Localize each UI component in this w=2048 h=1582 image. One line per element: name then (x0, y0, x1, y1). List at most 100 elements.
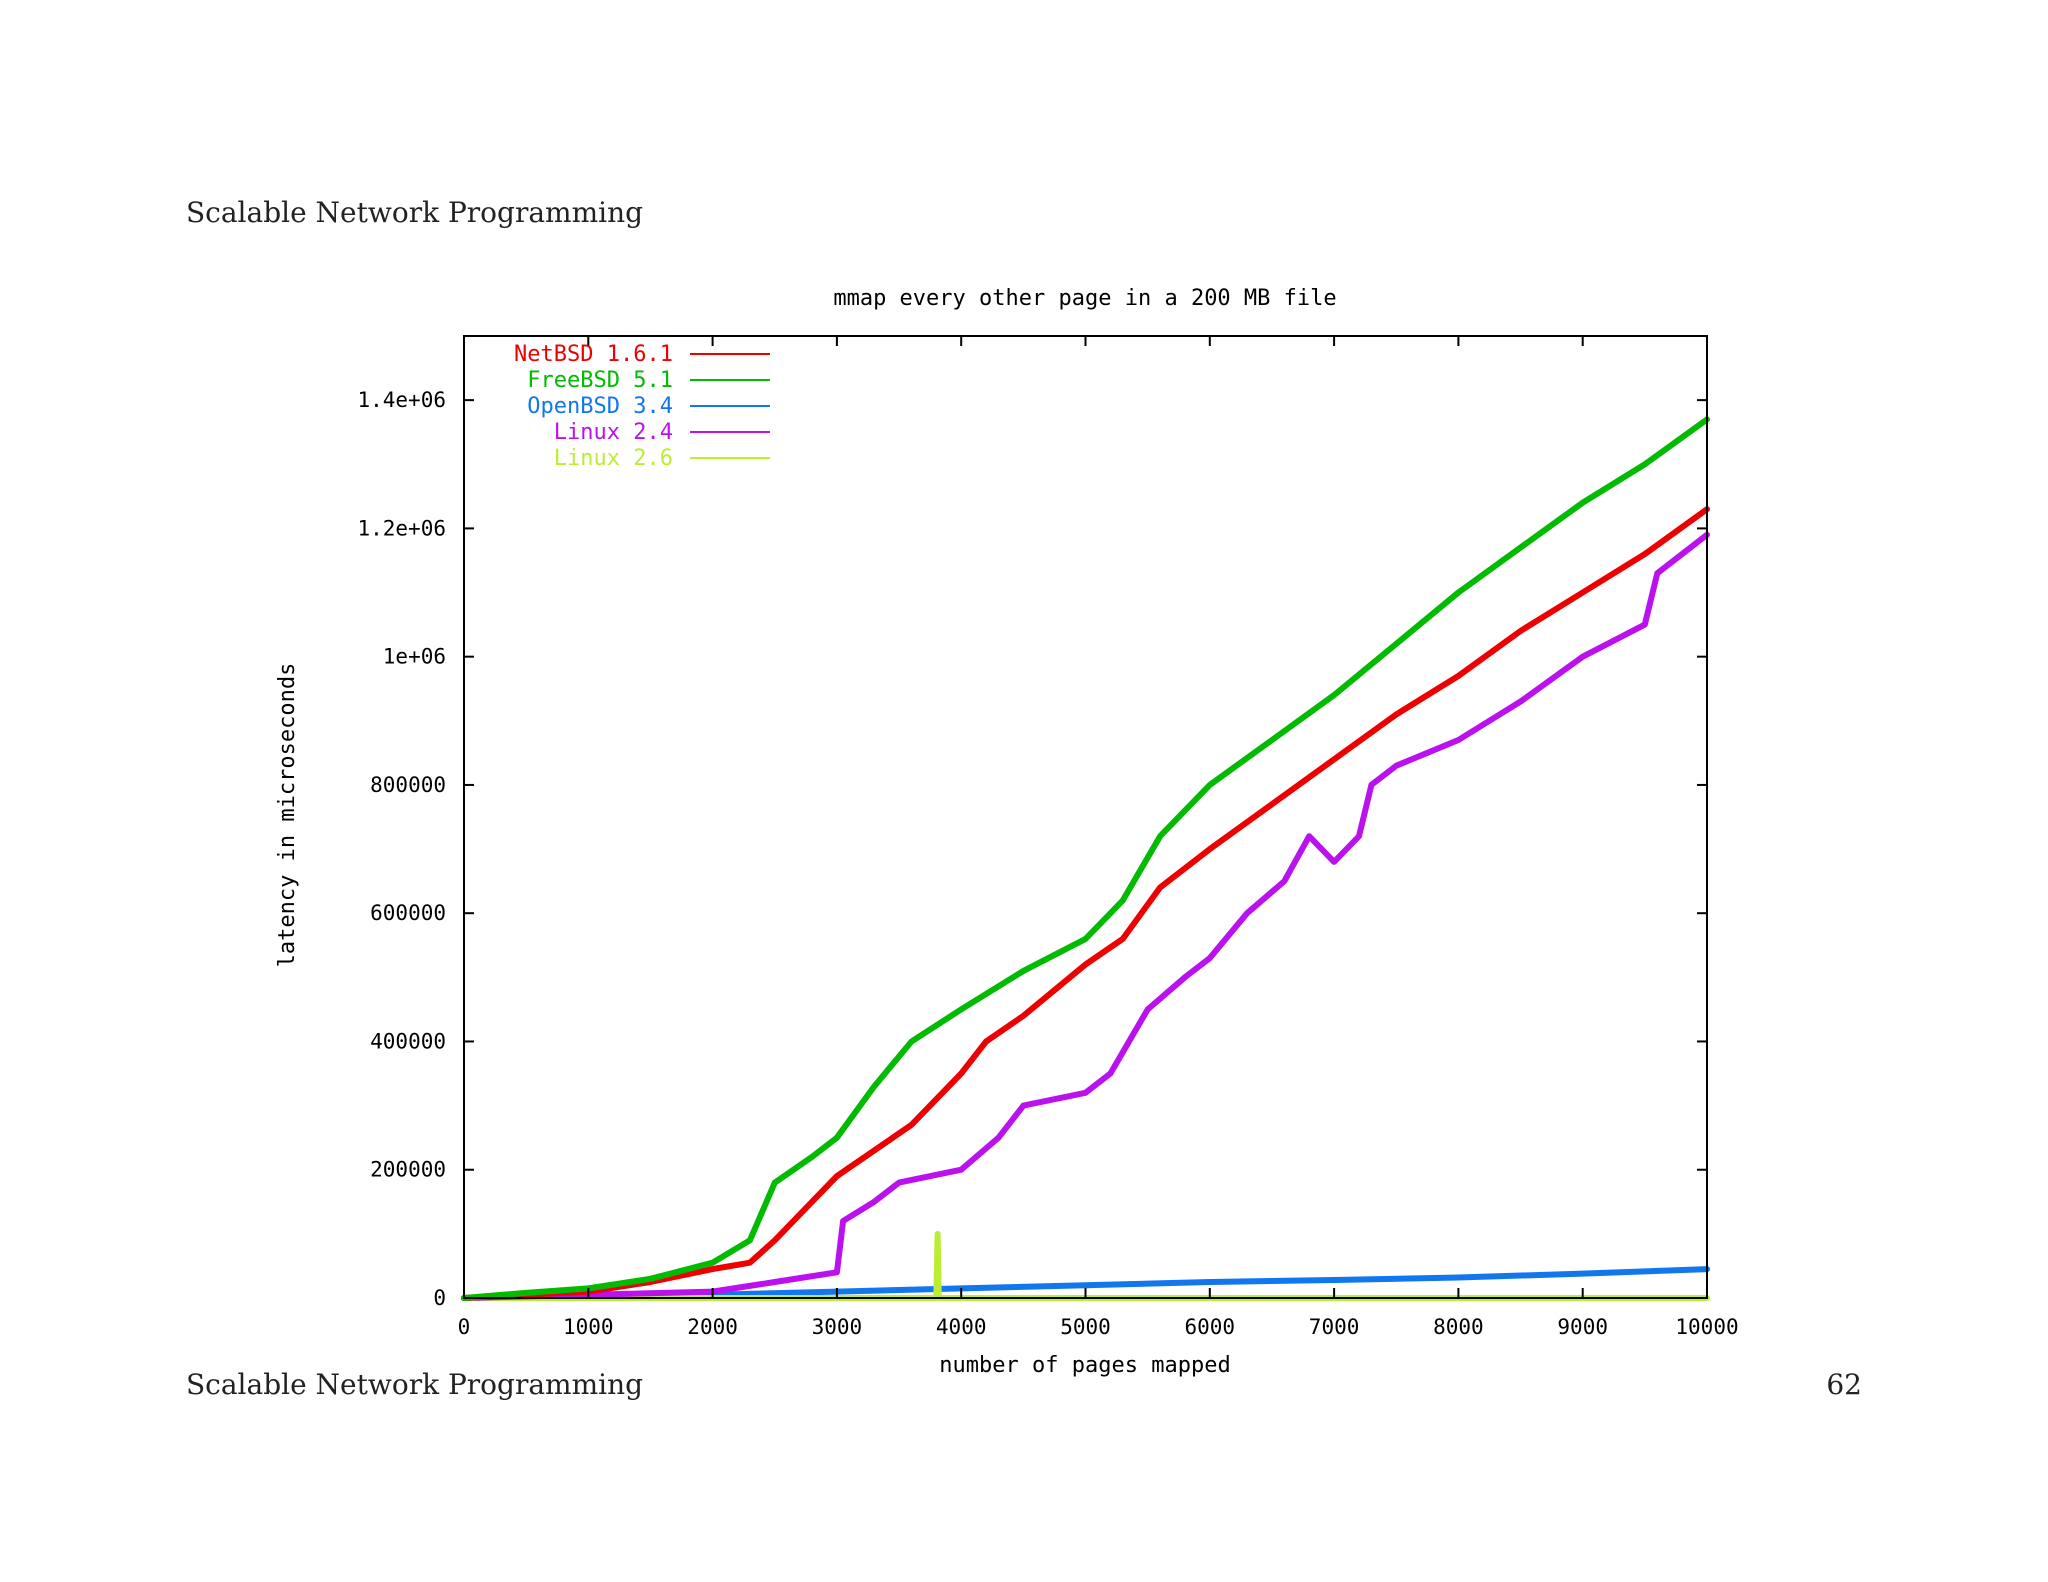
plot-frame (463, 335, 1708, 1299)
x-tick-label: 5000 (1060, 1315, 1111, 1339)
data-point-freebsd (648, 1276, 653, 1281)
data-point-freebsd (810, 1154, 814, 1159)
data-point-netbsd (1518, 629, 1523, 633)
data-point-netbsd (1270, 802, 1274, 807)
data-point-netbsd (834, 1174, 839, 1179)
data-point-openbsd (1207, 1280, 1212, 1284)
data-point-linux24 (996, 1135, 1001, 1140)
data-point-linux24 (1394, 763, 1399, 768)
data-point-netbsd (1394, 712, 1399, 717)
data-point-freebsd (909, 1039, 914, 1044)
data-point-freebsd (1158, 834, 1163, 839)
data-point-linux24 (1655, 571, 1660, 576)
data-point-freebsd (747, 1238, 752, 1243)
y-tick-label: 600000 (370, 901, 446, 925)
y-axis-label: latency in microseconds (275, 663, 300, 968)
x-axis-label: number of pages mapped (939, 1353, 1230, 1378)
x-tick-label: 4000 (936, 1315, 987, 1339)
data-point-netbsd (1021, 1013, 1026, 1018)
data-point-linux24 (872, 1199, 877, 1204)
data-point-freebsd (872, 1084, 877, 1089)
legend-label: NetBSD 1.6.1 (514, 342, 673, 367)
data-point-freebsd (1332, 693, 1337, 698)
x-tick-label: 0 (458, 1315, 471, 1339)
x-tick-label: 9000 (1557, 1315, 1608, 1339)
data-point-linux24 (1580, 654, 1585, 659)
data-point-linux24 (1332, 859, 1337, 864)
data-point-netbsd (1456, 673, 1461, 678)
data-point-linux24 (1518, 699, 1523, 704)
x-tick-label: 3000 (812, 1315, 863, 1339)
y-tick-label: 1.4e+06 (357, 388, 446, 412)
series-line-linux24 (461, 531, 1710, 1301)
x-tick-label: 10000 (1675, 1315, 1738, 1339)
data-point-linux26 (935, 1231, 940, 1236)
data-point-freebsd (1270, 738, 1274, 742)
data-point-linux24 (1282, 879, 1287, 884)
data-point-linux24 (1307, 834, 1312, 839)
data-point-freebsd (524, 1290, 529, 1295)
data-point-linux24 (1357, 834, 1361, 839)
data-point-netbsd (1158, 885, 1163, 890)
y-tick-label: 800000 (370, 773, 446, 797)
data-point-freebsd (1642, 462, 1647, 467)
data-point-netbsd (1207, 847, 1212, 852)
data-point-netbsd (772, 1238, 777, 1243)
data-point-freebsd (1083, 936, 1088, 941)
data-point-freebsd (1580, 500, 1585, 505)
data-point-netbsd (710, 1267, 715, 1272)
y-tick-label: 1.2e+06 (357, 516, 446, 540)
x-tick-label: 6000 (1185, 1315, 1236, 1339)
data-point-linux24 (834, 1270, 839, 1275)
data-point-freebsd (1207, 782, 1212, 787)
data-point-freebsd (959, 1007, 964, 1012)
data-point-freebsd (710, 1260, 715, 1265)
data-point-netbsd (1580, 590, 1585, 595)
data-point-freebsd (1394, 641, 1399, 646)
data-point-openbsd (1083, 1283, 1088, 1288)
data-point-netbsd (1332, 757, 1337, 762)
y-tick-label: 200000 (370, 1158, 446, 1182)
data-point-netbsd (747, 1260, 752, 1265)
data-point-linux24 (959, 1167, 964, 1172)
y-tick-label: 0 (433, 1286, 446, 1310)
data-point-linux24 (1369, 782, 1374, 787)
data-point-linux24 (841, 1219, 846, 1223)
data-point-linux24 (1021, 1103, 1026, 1108)
legend-label: FreeBSD 5.1 (527, 368, 673, 393)
data-point-openbsd (1332, 1278, 1337, 1282)
series-line-freebsd (461, 416, 1710, 1301)
x-tick-label: 8000 (1433, 1315, 1484, 1339)
data-point-netbsd (984, 1039, 989, 1044)
data-point-linux24 (772, 1280, 777, 1284)
data-point-netbsd (959, 1071, 964, 1076)
data-point-freebsd (1021, 968, 1026, 973)
data-point-openbsd (1456, 1275, 1461, 1280)
slide-number: 62 (1826, 1368, 1862, 1401)
data-point-netbsd (1120, 936, 1125, 941)
slide-footer: Scalable Network Programming (186, 1368, 644, 1401)
data-point-linux24 (897, 1180, 901, 1185)
data-point-netbsd (909, 1122, 914, 1127)
data-point-freebsd (1120, 898, 1125, 903)
data-point-linux24 (1642, 622, 1647, 627)
data-point-linux24 (1083, 1090, 1088, 1095)
series-line-netbsd (461, 506, 1710, 1301)
data-point-freebsd (772, 1180, 777, 1185)
data-point-netbsd (810, 1199, 814, 1204)
data-point-linux24 (1456, 738, 1461, 742)
legend-label: Linux 2.6 (554, 446, 673, 471)
data-point-linux24 (1207, 956, 1212, 961)
data-point-freebsd (834, 1135, 839, 1140)
data-point-netbsd (1083, 962, 1088, 967)
data-point-linux24 (1245, 911, 1250, 916)
data-point-linux24 (1182, 975, 1187, 980)
x-tick-label: 2000 (687, 1315, 738, 1339)
legend-label: Linux 2.4 (554, 420, 673, 445)
chart-title: mmap every other page in a 200 MB file (833, 286, 1336, 311)
slide-header: Scalable Network Programming (186, 196, 644, 229)
y-tick-label: 400000 (370, 1029, 446, 1053)
x-tick-label: 1000 (563, 1315, 614, 1339)
